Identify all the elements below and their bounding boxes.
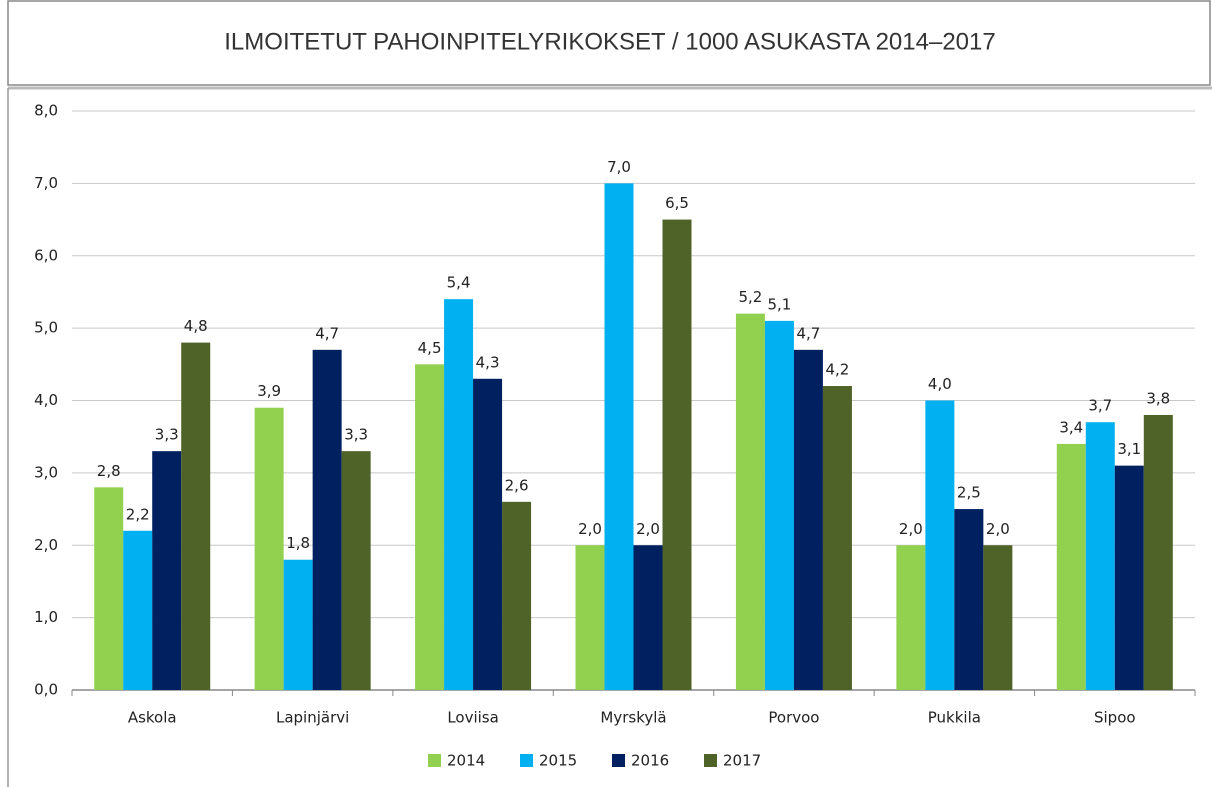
y-tick-label: 8,0 [34, 102, 58, 120]
data-label: 5,1 [767, 295, 791, 313]
data-label: 2,0 [986, 520, 1010, 538]
bar [283, 559, 313, 690]
bar [181, 342, 211, 690]
legend-label: 2015 [539, 752, 577, 770]
bar [764, 320, 794, 690]
y-tick-label: 4,0 [34, 391, 58, 409]
data-label: 3,3 [155, 426, 179, 444]
legend-swatch [520, 754, 533, 767]
bar [1143, 414, 1173, 690]
y-tick-label: 6,0 [34, 246, 58, 264]
data-label: 3,1 [1117, 440, 1141, 458]
x-tick-label: Sipoo [1094, 709, 1136, 727]
data-label: 2,0 [578, 520, 602, 538]
data-label: 3,3 [344, 426, 368, 444]
bar [312, 349, 342, 690]
bar [1085, 422, 1115, 690]
data-label: 2,0 [636, 520, 660, 538]
x-tick-label: Loviisa [447, 709, 499, 727]
legend-label: 2017 [723, 752, 761, 770]
legend-label: 2016 [631, 752, 669, 770]
x-tick-label: Myrskylä [600, 709, 666, 727]
data-label: 4,7 [796, 324, 820, 342]
y-tick-label: 1,0 [34, 608, 58, 626]
data-label: 4,5 [418, 339, 442, 357]
y-tick-label: 7,0 [34, 174, 58, 192]
bar [444, 299, 474, 690]
data-label: 2,2 [126, 505, 150, 523]
legend-swatch [704, 754, 717, 767]
data-label: 7,0 [607, 158, 631, 176]
data-label: 3,7 [1088, 397, 1112, 415]
data-label: 4,2 [825, 361, 849, 379]
y-tick-label: 5,0 [34, 319, 58, 337]
legend-label: 2014 [447, 752, 485, 770]
data-label: 3,9 [257, 382, 281, 400]
data-label: 3,8 [1146, 389, 1170, 407]
data-label: 4,3 [476, 353, 500, 371]
bar [94, 487, 124, 690]
bar [1056, 443, 1086, 690]
chart-title: ILMOITETUT PAHOINPITELYRIKOKSET / 1000 A… [224, 28, 995, 55]
data-label: 2,8 [97, 462, 121, 480]
data-label: 1,8 [286, 534, 310, 552]
bar [502, 501, 532, 690]
data-label: 4,7 [315, 324, 339, 342]
bar [822, 386, 852, 690]
bar [983, 545, 1013, 690]
bar [925, 400, 955, 690]
data-label: 5,4 [447, 274, 471, 292]
y-tick-label: 2,0 [34, 536, 58, 554]
bar [473, 378, 503, 690]
x-tick-label: Lapinjärvi [276, 709, 349, 727]
bar [633, 545, 663, 690]
legend-swatch [428, 754, 441, 767]
bar [896, 545, 926, 690]
bar [575, 545, 605, 690]
bar [254, 407, 284, 690]
bar [793, 349, 823, 690]
data-label: 3,4 [1059, 418, 1083, 436]
x-tick-label: Porvoo [768, 709, 819, 727]
bar [152, 451, 182, 690]
bar [123, 530, 153, 690]
bar [735, 313, 765, 690]
bar [1114, 465, 1144, 690]
title-box [7, 0, 1211, 86]
data-label: 2,0 [899, 520, 923, 538]
data-label: 2,5 [957, 484, 981, 502]
x-tick-label: Askola [128, 709, 177, 727]
bar [415, 364, 445, 690]
data-label: 6,5 [665, 194, 689, 212]
data-label: 5,2 [738, 288, 762, 306]
y-tick-label: 0,0 [34, 681, 58, 699]
bar [662, 219, 692, 690]
x-tick-label: Pukkila [928, 709, 981, 727]
legend-swatch [612, 754, 625, 767]
bar [954, 509, 984, 690]
data-label: 4,0 [928, 375, 952, 393]
data-label: 4,8 [184, 317, 208, 335]
bar [604, 183, 634, 690]
bar [341, 451, 371, 690]
y-tick-label: 3,0 [34, 463, 58, 481]
data-label: 2,6 [505, 476, 529, 494]
